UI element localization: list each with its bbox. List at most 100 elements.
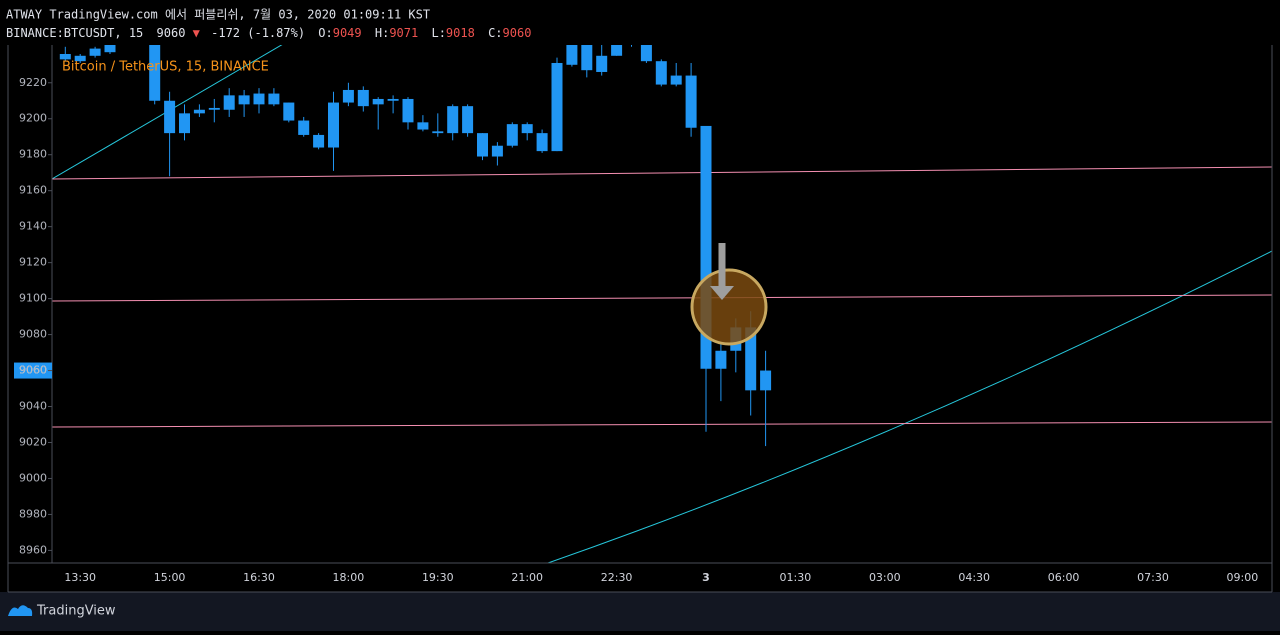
- marker-circle: [690, 268, 768, 346]
- publish-info: ATWAY TradingView.com 에서 퍼블리쉬, 7월 03, 20…: [6, 8, 430, 22]
- close-label: C:: [488, 26, 502, 40]
- y-tick-label: 8980: [19, 507, 47, 520]
- y-tick-label: 9140: [19, 220, 47, 233]
- change: -172 (-1.87%): [211, 26, 305, 40]
- candle-body: [357, 89, 369, 107]
- candle-body: [596, 55, 608, 72]
- symbol: BINANCE:BTCUSDT, 15: [6, 26, 143, 40]
- candle-body: [566, 45, 578, 65]
- candle-body: [640, 45, 652, 62]
- y-tick-label: 9100: [19, 292, 47, 305]
- y-tick-label: 9180: [19, 148, 47, 161]
- candle-body: [506, 124, 518, 146]
- candle-body: [387, 98, 399, 101]
- high-value: 9071: [389, 26, 418, 40]
- chart-legend: Bitcoin / TetherUS, 15, BINANCE: [62, 60, 269, 75]
- candle-body: [179, 113, 190, 134]
- drawings: [52, 45, 1272, 563]
- candle-body: [149, 45, 161, 101]
- symbol-line: BINANCE:BTCUSDT, 15 9060 ▼ -172 (-1.87%)…: [6, 26, 531, 40]
- logo-cloud: [8, 605, 33, 616]
- candle-body: [670, 75, 682, 85]
- candle-body: [536, 133, 548, 152]
- close-value: 9060: [503, 26, 532, 40]
- x-tick-label: 01:30: [780, 571, 812, 584]
- y-tick-label: 9160: [19, 184, 47, 197]
- candle-body: [521, 124, 533, 134]
- candle-body: [655, 61, 667, 85]
- low-value: 9018: [446, 26, 475, 40]
- open-value: 9049: [333, 26, 362, 40]
- y-tick-label: 9000: [19, 471, 47, 484]
- open-label: O:: [318, 26, 332, 40]
- candle-body: [685, 75, 697, 128]
- candle-body: [417, 122, 429, 130]
- x-tick-label: 18:00: [333, 571, 365, 584]
- candle-body: [208, 107, 220, 110]
- y-tick-label: 9060: [19, 364, 47, 377]
- brand-logo: [8, 605, 33, 616]
- y-tick-label: 9080: [19, 328, 47, 341]
- candle-body: [700, 125, 712, 369]
- high-label: H:: [375, 26, 389, 40]
- candle-body: [253, 93, 265, 105]
- candle-body: [59, 53, 71, 60]
- brand[interactable]: TradingView: [36, 604, 116, 619]
- y-tick-label: 8960: [19, 543, 47, 556]
- candle-body: [104, 45, 116, 53]
- candle-body: [74, 55, 86, 62]
- price-label-box: [14, 362, 52, 379]
- candle-body: [164, 100, 176, 134]
- candle-body: [328, 102, 339, 148]
- x-tick-label: 21:00: [511, 571, 543, 584]
- trend-line: [52, 294, 1272, 302]
- candle-body: [611, 45, 623, 56]
- y-tick-label: 9200: [19, 112, 47, 125]
- candle-body: [477, 133, 488, 157]
- candle-body: [447, 106, 459, 134]
- y-tick-label: 9020: [19, 435, 47, 448]
- x-tick-label: 3: [702, 571, 710, 584]
- candle-body: [238, 95, 250, 105]
- candle-body: [760, 370, 772, 391]
- candle-body: [313, 134, 325, 148]
- candle-body: [342, 89, 354, 103]
- x-tick-label: 13:30: [64, 571, 96, 584]
- candle-body: [491, 145, 503, 157]
- x-tick-label: 09:00: [1227, 571, 1259, 584]
- y-tick-label: 9040: [19, 400, 47, 413]
- candle-body: [372, 98, 384, 105]
- y-tick-label: 9220: [19, 76, 47, 89]
- trend-line: [52, 421, 1272, 428]
- x-tick-label: 16:30: [243, 571, 275, 584]
- footer-bar: [0, 592, 1280, 631]
- candle-body: [268, 93, 280, 105]
- price-label: 9060: [19, 364, 47, 377]
- candle-body: [581, 45, 593, 71]
- candle-body: [223, 95, 235, 110]
- change-arrow: ▼: [193, 26, 201, 40]
- x-tick-label: 06:00: [1048, 571, 1080, 584]
- candle-body: [745, 327, 757, 391]
- candle-body: [283, 102, 295, 121]
- x-tick-label: 22:30: [601, 571, 633, 584]
- last-price: 9060: [157, 26, 186, 40]
- x-tick-label: 15:00: [154, 571, 186, 584]
- x-tick-label: 07:30: [1137, 571, 1169, 584]
- x-tick-label: 19:30: [422, 571, 454, 584]
- candle-body: [551, 62, 563, 152]
- candle-body: [432, 131, 444, 134]
- candle-body: [462, 106, 474, 134]
- x-tick-label: 04:30: [958, 571, 990, 584]
- candle-body: [715, 350, 727, 369]
- candle-body: [298, 120, 310, 135]
- candle-body: [89, 48, 101, 56]
- marker-arrow-head: [710, 286, 734, 300]
- low-label: L:: [431, 26, 445, 40]
- x-tick-label: 03:00: [869, 571, 901, 584]
- y-tick-label: 9120: [19, 256, 47, 269]
- candle-body: [193, 109, 205, 114]
- candle-body: [402, 98, 414, 123]
